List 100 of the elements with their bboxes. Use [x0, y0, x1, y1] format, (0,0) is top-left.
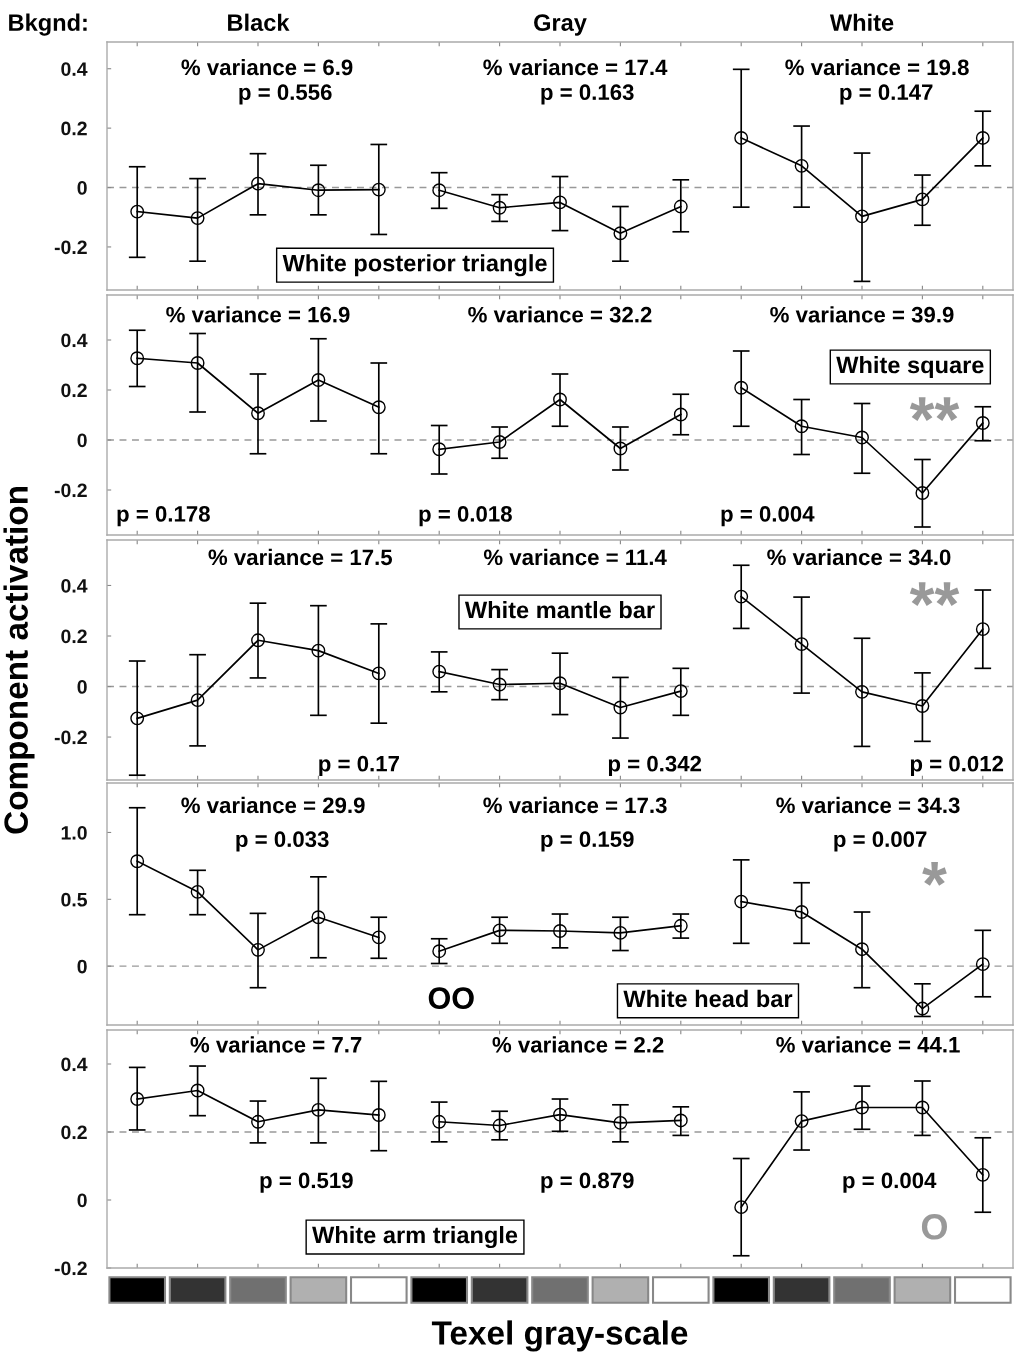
annotation: % variance = 17.3	[483, 796, 667, 814]
y-tick-label: 0	[77, 433, 87, 448]
point	[855, 684, 869, 699]
text: Bkgnd:	[9, 13, 87, 36]
point	[251, 406, 265, 421]
point	[553, 195, 567, 210]
point	[553, 676, 567, 691]
point	[130, 351, 145, 366]
annotation: p = 0.004	[721, 506, 815, 527]
y-axis-title: Component activation	[3, 487, 35, 834]
annotation: O	[921, 1214, 948, 1240]
point	[673, 1113, 688, 1128]
point	[613, 700, 628, 715]
point	[794, 905, 809, 919]
y-tick-label: -0.2	[54, 240, 87, 255]
y-tick-label: 0.4	[61, 1057, 88, 1072]
annotation: % variance = 7.7	[190, 1036, 362, 1053]
point	[613, 226, 628, 241]
point	[371, 1108, 386, 1122]
x-axis-title: Texel gray-scale	[431, 1320, 688, 1352]
annotation: White square	[836, 355, 984, 379]
annotation: p = 0.147	[840, 84, 933, 105]
point	[492, 435, 507, 449]
annotation: White arm triangle	[312, 1226, 518, 1249]
point	[915, 699, 930, 713]
y-tick-label: 0.2	[61, 1125, 87, 1140]
point	[432, 664, 447, 679]
annotation: p = 0.342	[608, 755, 702, 776]
text: White	[829, 13, 894, 31]
point	[492, 200, 507, 215]
point	[130, 711, 145, 726]
annotation: p = 0.17	[319, 755, 399, 776]
annotation: **	[909, 582, 960, 606]
point	[311, 1102, 326, 1117]
point	[673, 918, 688, 933]
point	[794, 1114, 809, 1129]
annotation: % variance = 34.0	[767, 548, 951, 566]
y-tick-label: 0.2	[61, 121, 87, 136]
point	[553, 392, 567, 407]
point	[311, 373, 326, 387]
point	[915, 1100, 930, 1115]
point	[492, 1118, 507, 1133]
annotation: p = 0.007	[834, 831, 927, 852]
point	[734, 589, 749, 604]
point	[492, 677, 507, 692]
point	[915, 486, 930, 500]
point	[311, 643, 326, 658]
point	[492, 923, 507, 938]
annotation: White posterior triangle	[282, 254, 547, 277]
point	[673, 684, 688, 699]
point	[673, 407, 688, 422]
point	[915, 192, 930, 207]
y-tick-label: 0	[77, 959, 87, 974]
annotation: % variance = 19.8	[785, 58, 969, 76]
point	[673, 199, 688, 214]
point	[915, 1001, 930, 1016]
annotation: % variance = 34.3	[776, 796, 960, 814]
point	[190, 1083, 205, 1098]
point	[251, 633, 265, 648]
point	[975, 1167, 990, 1182]
point	[734, 380, 749, 395]
y-tick-label: 0	[77, 1193, 87, 1208]
point	[553, 924, 567, 938]
point	[975, 622, 990, 637]
point	[251, 176, 265, 191]
point	[553, 1107, 567, 1122]
y-tick-label: 0.4	[61, 333, 88, 348]
annotation: *	[922, 862, 947, 886]
annotation: White head bar	[623, 989, 793, 1008]
y-tick-label: 1.0	[61, 825, 87, 840]
point	[371, 400, 386, 415]
point	[794, 158, 809, 173]
annotation: % variance = 2.2	[492, 1036, 664, 1053]
point	[734, 1200, 749, 1215]
annotation: p = 0.018	[419, 506, 512, 527]
annotation: p = 0.879	[541, 1172, 634, 1193]
point	[975, 957, 990, 972]
point	[311, 183, 326, 198]
point	[190, 884, 205, 899]
annotation: p = 0.012	[910, 755, 1004, 776]
point	[251, 942, 265, 957]
y-tick-label: 0.5	[61, 892, 88, 907]
point	[190, 693, 205, 708]
point	[734, 894, 749, 909]
point	[855, 430, 869, 445]
y-tick-label: -0.2	[54, 730, 87, 745]
point	[130, 1092, 145, 1106]
annotation: % variance = 16.9	[166, 306, 350, 323]
point	[371, 182, 386, 197]
point	[190, 211, 205, 226]
annotation: p = 0.163	[541, 84, 634, 105]
point	[190, 356, 205, 370]
text: Black	[228, 13, 290, 31]
point	[130, 204, 145, 219]
annotation: p = 0.159	[541, 831, 634, 852]
point	[432, 183, 447, 198]
y-tick-label: 0.4	[61, 62, 88, 76]
point	[855, 1100, 869, 1115]
annotation: p = 0.004	[843, 1172, 937, 1193]
point	[311, 910, 326, 925]
